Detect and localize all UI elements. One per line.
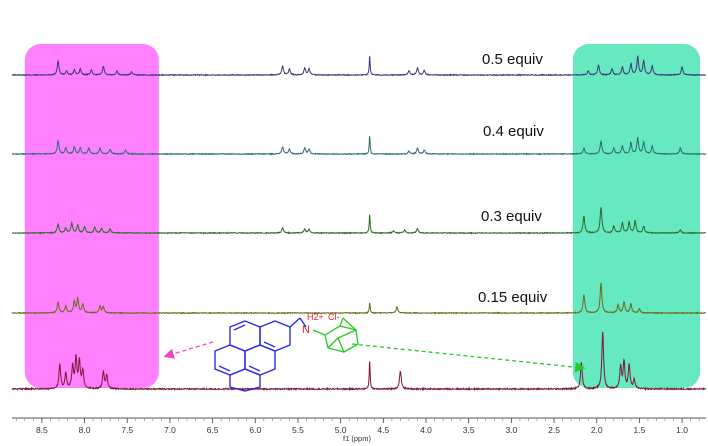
- x-tick-label: 2.0: [591, 425, 603, 435]
- spectra-traces: [11, 55, 707, 392]
- x-tick-label: 7.5: [121, 425, 133, 435]
- x-tick-label: 1.0: [676, 425, 688, 435]
- nitrogen-label: N: [302, 324, 310, 336]
- x-tick-label: 5.0: [335, 425, 347, 435]
- spectrum-trace-free-guest: [11, 331, 707, 392]
- highlight-region-aliphatic: [572, 44, 701, 388]
- assignment-arrows: [163, 341, 586, 373]
- x-tick-label: 3.0: [505, 425, 517, 435]
- pink-arrow: [163, 341, 214, 359]
- spectrum-trace-0-4-equiv: [11, 135, 707, 156]
- x-tick-label: 6.5: [207, 425, 219, 435]
- ammonium-charge-label: H2+: [307, 312, 324, 322]
- x-tick-label: 2.5: [548, 425, 560, 435]
- x-tick-label: 5.5: [292, 425, 304, 435]
- x-tick-label: 1.5: [634, 425, 646, 435]
- x-tick-label: 7.0: [164, 425, 176, 435]
- x-tick-label: 6.0: [249, 425, 261, 435]
- spectrum-trace-0-3-equiv: [12, 207, 707, 235]
- x-tick-label: 3.5: [463, 425, 475, 435]
- green-arrow: [351, 343, 586, 373]
- highlight-region-aromatic: [24, 44, 159, 388]
- highlight-regions: [24, 44, 701, 388]
- x-tick-label: 4.5: [377, 425, 389, 435]
- adamantane-cage: [312, 317, 359, 353]
- x-tick-label: 8.0: [79, 425, 91, 435]
- series-labels: 0.5 equiv 0.4 equiv 0.3 equiv 0.15 equiv: [478, 51, 548, 306]
- spectrum-trace-0-5-equiv: [11, 55, 706, 77]
- x-axis: 8.5 8.0 7.5 7.0 6.5 6.0 5.5 5.0 4.5 4.0 3.5 3.0 2.5 2…: [12, 417, 706, 443]
- x-tick-label: 8.5: [36, 425, 48, 435]
- series-label-0-5-equiv: 0.5 equiv: [482, 51, 543, 68]
- pyrenylmethyl-adamantylammonium-structure: N H2+ Cl-: [214, 312, 359, 392]
- chloride-counterion-label: Cl-: [328, 312, 340, 322]
- spectrum-trace-0-15-equiv: [11, 282, 706, 315]
- series-label-0-15-equiv: 0.15 equiv: [478, 289, 548, 306]
- x-axis-title: f1 (ppm): [343, 434, 371, 443]
- x-tick-label: 4.0: [420, 425, 432, 435]
- x-axis-major-ticks: 8.5 8.0 7.5 7.0 6.5 6.0 5.5 5.0 4.5 4.0 3.5 3.0 2.5 2…: [36, 418, 688, 435]
- series-label-0-4-equiv: 0.4 equiv: [483, 123, 544, 140]
- pyrene-ring: [214, 317, 307, 392]
- series-label-0-3-equiv: 0.3 equiv: [481, 208, 542, 225]
